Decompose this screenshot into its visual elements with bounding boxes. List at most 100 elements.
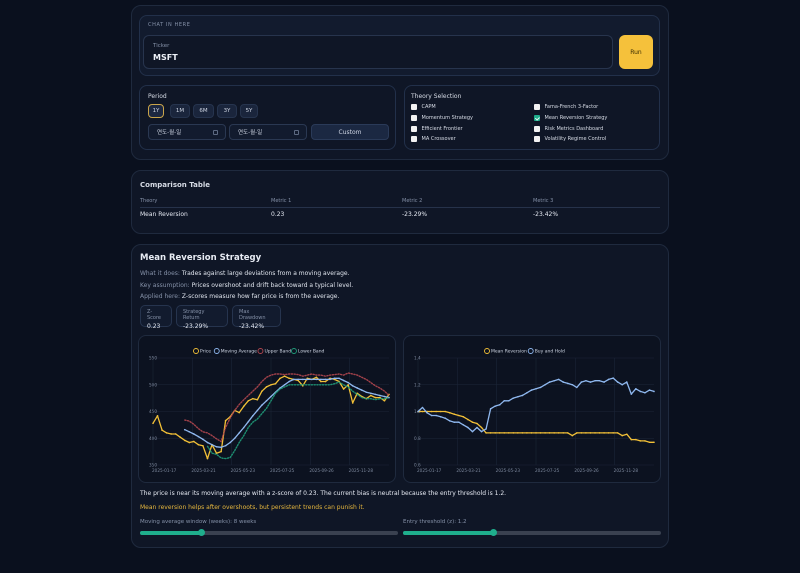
stat-value: 0.23 <box>147 323 161 330</box>
svg-text:2025-03-21: 2025-03-21 <box>456 468 481 473</box>
svg-text:2025-05-23: 2025-05-23 <box>496 468 521 473</box>
key-assumption: Key assumption: Prices overshoot and dri… <box>140 282 353 289</box>
checkbox[interactable] <box>534 126 540 132</box>
svg-text:Moving Average: Moving Average <box>221 349 257 355</box>
cell-metric1: 0.23 <box>271 211 285 218</box>
svg-text:2025-11-28: 2025-11-28 <box>614 468 639 473</box>
theory-option-label: Risk Metrics Dashboard <box>544 126 604 132</box>
stat-label: Max Drawdown <box>239 309 266 321</box>
cell-metric2: -23.29% <box>402 211 428 218</box>
cell-theory: Mean Reversion <box>140 211 188 218</box>
svg-text:2025-05-23: 2025-05-23 <box>231 468 256 473</box>
svg-text:2025-09-26: 2025-09-26 <box>309 468 334 473</box>
column-header-metric2: Metric 2 <box>402 198 423 204</box>
what-key: What it does: <box>140 270 182 277</box>
svg-text:0.8: 0.8 <box>414 436 421 441</box>
svg-text:1.2: 1.2 <box>414 382 421 387</box>
theory-option-efficient-frontier[interactable]: Efficient Frontier <box>411 126 463 132</box>
checkbox[interactable] <box>411 136 417 142</box>
slider-thumb[interactable] <box>489 529 497 536</box>
end-date-input[interactable]: 연도-월-일 <box>229 124 307 140</box>
period-1m-button[interactable]: 1M <box>170 104 190 118</box>
theory-option-label: CAPM <box>421 104 436 110</box>
custom-period-button[interactable]: Custom <box>311 124 389 140</box>
calendar-icon[interactable] <box>294 130 299 135</box>
equity-curve-chart: 0.60.81.01.21.42025-01-172025-03-212025-… <box>403 335 661 483</box>
checkbox[interactable] <box>534 104 540 110</box>
checkbox[interactable] <box>411 126 417 132</box>
cell-metric3: -23.42% <box>533 211 559 218</box>
ticker-value: MSFT <box>153 53 178 62</box>
period-3y-button[interactable]: 3Y <box>217 104 237 118</box>
stat-strategy-return: Strategy Return -23.29% <box>176 305 228 330</box>
theory-option-ma-crossover[interactable]: MA Crossover <box>411 136 456 142</box>
entry-threshold-slider[interactable] <box>403 529 661 536</box>
column-header-theory: Theory <box>140 198 158 204</box>
svg-text:2025-09-26: 2025-09-26 <box>574 468 599 473</box>
equity-curve-chart-svg: 0.60.81.01.21.42025-01-172025-03-212025-… <box>414 348 655 473</box>
period-6m-button[interactable]: 6M <box>193 104 214 118</box>
stat-label: Strategy Return <box>183 309 205 321</box>
applied-here: Applied here: Z-scores measure how far p… <box>140 293 339 300</box>
slider-fill <box>140 531 202 535</box>
checkbox[interactable] <box>411 115 417 121</box>
checkbox-checked[interactable] <box>534 115 540 121</box>
price-bands-chart: 350 400 450 500 550 2025-01-17 2025-03-21 2025-… <box>138 335 396 483</box>
stat-value: -23.29% <box>183 323 209 330</box>
theory-option-label: Fama-French 3-Factor <box>544 104 599 110</box>
theory-option-label: Mean Reversion Strategy <box>544 115 608 121</box>
applied-key: Applied here: <box>140 293 182 300</box>
period-5y-button[interactable]: 5Y <box>240 104 258 118</box>
svg-text:0.6: 0.6 <box>414 463 421 468</box>
assume-key: Key assumption: <box>140 282 192 289</box>
theory-option-risk-metrics[interactable]: Risk Metrics Dashboard <box>534 126 603 132</box>
start-date-placeholder: 연도-월-일 <box>157 130 182 136</box>
comparison-title: Comparison Table <box>140 181 210 189</box>
svg-text:Buy and Hold: Buy and Hold <box>535 349 565 355</box>
svg-text:2025-03-21: 2025-03-21 <box>191 468 216 473</box>
start-date-input[interactable]: 연도-월-일 <box>148 124 226 140</box>
theory-option-label: Momentum Strategy <box>421 115 474 121</box>
checkbox[interactable] <box>534 136 540 142</box>
run-button[interactable]: Run <box>619 35 653 69</box>
theory-panel <box>404 85 660 150</box>
calendar-icon[interactable] <box>213 130 218 135</box>
theory-title: Theory Selection <box>411 93 462 100</box>
theory-option-volatility-regime[interactable]: Volatility Regime Control <box>534 136 606 142</box>
strategy-warning: Mean reversion helps after overshoots, b… <box>140 504 365 511</box>
applied-value: Z-scores measure how far price is from t… <box>181 293 340 300</box>
theory-option-label: Volatility Regime Control <box>544 136 607 142</box>
theory-option-momentum[interactable]: Momentum Strategy <box>411 115 473 121</box>
slider-fill <box>403 531 494 535</box>
svg-text:2025-07-25: 2025-07-25 <box>535 468 560 473</box>
svg-text:1.4: 1.4 <box>414 356 421 361</box>
theory-option-mean-reversion[interactable]: Mean Reversion Strategy <box>534 115 607 121</box>
period-1y-button[interactable]: 1Y <box>148 104 164 118</box>
svg-text:2025-11-28: 2025-11-28 <box>349 468 374 473</box>
chat-section-label: CHAT IN HERE <box>148 22 191 28</box>
svg-text:Price: Price <box>200 349 211 355</box>
theory-option-fama-french[interactable]: Fama-French 3-Factor <box>534 104 598 110</box>
svg-text:Upper Band: Upper Band <box>264 349 291 355</box>
comparison-card <box>131 170 669 234</box>
assume-value: Prices overshoot and drift back toward a… <box>191 282 354 289</box>
strategy-title: Mean Reversion Strategy <box>140 253 262 263</box>
theory-option-capm[interactable]: CAPM <box>411 104 436 110</box>
stat-value: -23.42% <box>239 323 265 330</box>
strategy-summary: The price is near its moving average wit… <box>140 490 507 497</box>
svg-text:2025-01-17: 2025-01-17 <box>417 468 442 473</box>
ticker-input[interactable]: Ticker MSFT <box>143 35 613 69</box>
stat-max-drawdown: Max Drawdown -23.42% <box>232 305 281 330</box>
svg-text:2025-01-17: 2025-01-17 <box>152 468 177 473</box>
theory-option-label: Efficient Frontier <box>421 126 463 132</box>
what-value: Trades against large deviations from a m… <box>181 270 350 277</box>
ma-window-slider[interactable] <box>140 529 398 536</box>
checkbox[interactable] <box>411 104 417 110</box>
entry-threshold-label: Entry threshold (z): 1.2 <box>403 519 467 525</box>
end-date-placeholder: 연도-월-일 <box>238 130 263 136</box>
svg-text:Lower Band: Lower Band <box>298 349 325 355</box>
slider-thumb[interactable] <box>198 529 206 536</box>
ma-window-label: Moving average window (weeks): 8 weeks <box>140 519 257 525</box>
stat-label: Z-Score <box>147 309 162 321</box>
